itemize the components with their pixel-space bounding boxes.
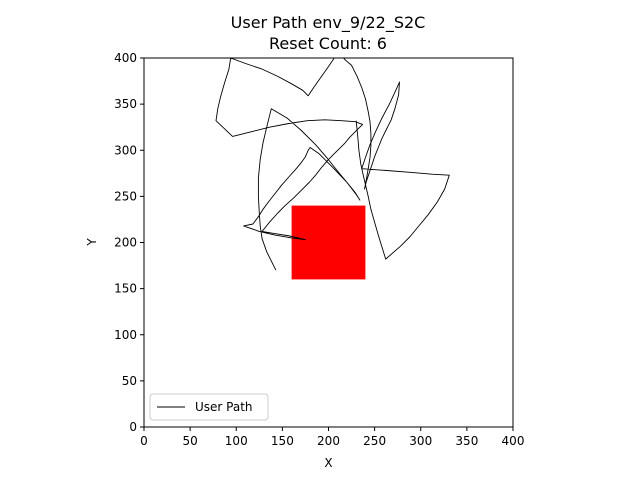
- y-tick-label: 400: [114, 51, 137, 65]
- y-tick-label: 350: [114, 97, 137, 111]
- y-tick-label: 0: [129, 420, 137, 434]
- x-axis-label: X: [324, 456, 332, 470]
- obstacle-layer: [291, 205, 366, 280]
- plot-area: [143, 57, 514, 428]
- x-tick-label: 0: [140, 434, 148, 448]
- legend-label: User Path: [195, 400, 253, 414]
- legend: User Path: [149, 393, 269, 421]
- y-tick-label: 150: [114, 282, 137, 296]
- x-tick-label: 350: [455, 434, 478, 448]
- y-tick-label: 250: [114, 189, 137, 203]
- path-layer: [215, 58, 450, 271]
- x-tick-label: 50: [182, 434, 197, 448]
- y-tick-label: 50: [122, 374, 137, 388]
- x-tick-label: 300: [409, 434, 432, 448]
- chart-subtitle: Reset Count: 6: [269, 34, 387, 53]
- y-tick-label: 100: [114, 328, 137, 342]
- chart-title: User Path env_9/22_S2C: [231, 13, 426, 33]
- legend-box: [149, 393, 269, 421]
- y-axis: 0 50 100 150 200 250 300 350 400: [114, 51, 144, 434]
- x-tick-label: 250: [363, 434, 386, 448]
- x-tick-label: 100: [225, 434, 248, 448]
- red-rectangle: [291, 205, 366, 280]
- y-tick-label: 200: [114, 236, 137, 250]
- y-axis-label: Y: [85, 238, 99, 247]
- x-tick-label: 150: [271, 434, 294, 448]
- x-axis: 0 50 100 150 200 250 300 350 400: [140, 427, 524, 448]
- user-path-line: [215, 58, 450, 271]
- x-tick-label: 400: [502, 434, 525, 448]
- y-tick-label: 300: [114, 143, 137, 157]
- x-tick-label: 200: [317, 434, 340, 448]
